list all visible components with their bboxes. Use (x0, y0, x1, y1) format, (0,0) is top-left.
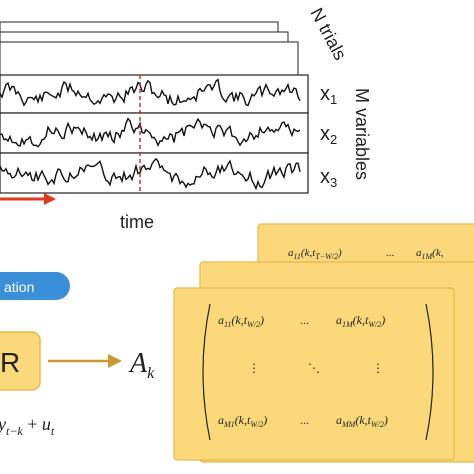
model-box: R (0, 331, 41, 391)
time-window-arrow (0, 193, 56, 205)
n-trials-label: N trials (306, 4, 350, 63)
bottom-formula: yt−k + ut (0, 414, 55, 438)
entry-row1-dots: ... (300, 313, 309, 327)
entry-rowm-dots: ... (300, 413, 309, 427)
signal-trace-x1 (0, 78, 301, 107)
x1-label: x1 (320, 83, 337, 107)
method-pill: ation (0, 272, 70, 300)
equation-lhs: Ak (128, 348, 155, 382)
method-pill-text: ation (4, 279, 34, 295)
signal-trace-x3 (0, 157, 301, 191)
m-variables-label: M variables (352, 88, 372, 180)
matrix-left-paren (202, 303, 211, 441)
matrix-right-paren (425, 303, 434, 441)
model-to-matrix-arrow (48, 354, 122, 368)
time-axis-label: time (120, 212, 154, 232)
back-entry-dots: ... (386, 247, 395, 259)
entry-vdots-left: ⋮ (248, 361, 260, 375)
entry-ddots: ⋱ (308, 361, 320, 375)
matrix-back-row: a11(k,tT−W/2) ... a1M(k, (288, 247, 444, 261)
x3-label: x3 (320, 166, 337, 190)
x2-label: x2 (320, 123, 337, 147)
variable-row-1 (0, 74, 309, 114)
signal-trace-x2 (0, 117, 301, 148)
model-box-text: R (0, 347, 20, 378)
entry-vdots-right: ⋮ (372, 361, 384, 375)
matrix-panel-front: a11(k,tW/2) ... a1M(k,tW/2) ⋮ ⋱ ⋮ aM1(k,… (173, 287, 455, 461)
trial-panel-front (0, 74, 309, 194)
